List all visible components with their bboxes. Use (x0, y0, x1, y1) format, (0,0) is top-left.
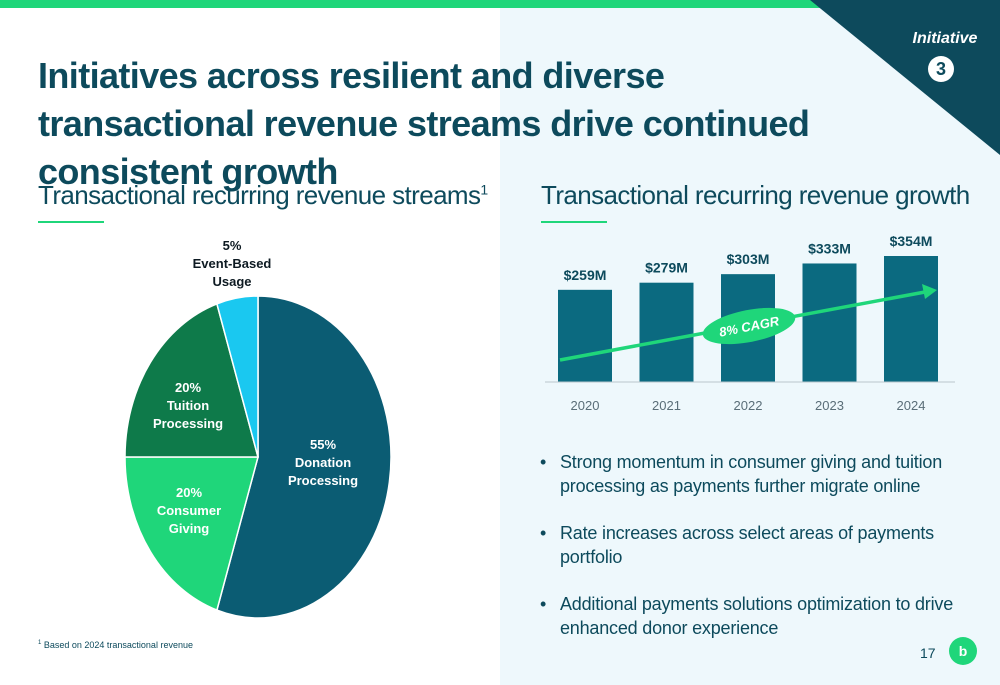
bullet-item: Additional payments solutions optimizati… (540, 592, 980, 640)
initiative-label: Initiative (912, 30, 978, 47)
initiative-number-badge: 3 (928, 56, 954, 82)
pie-chart: 55% Donation Processing 20% Consumer Giving 20… (124, 238, 392, 619)
pie-slice (124, 302, 259, 458)
footnote-text: Based on 2024 transactional revenue (43, 640, 193, 650)
footnote: 1 Based on 2024 transactional revenue (38, 640, 193, 650)
page-title: Initiatives across resilient and diverse… (38, 55, 810, 192)
footnote-marker: 1 (38, 640, 42, 646)
bullet-item: Strong momentum in consumer giving and t… (540, 450, 980, 498)
pie-slice (216, 295, 259, 458)
pie-slice (124, 456, 259, 612)
corner-triangle (810, 0, 1000, 155)
page-number: 17 (920, 645, 936, 661)
top-accent-bar (0, 0, 1000, 8)
right-title-underline (541, 221, 607, 223)
left-title-underline (38, 221, 104, 223)
pie-slice-label: 5% Event-Based Usage (193, 238, 272, 289)
bullet-item: Rate increases across select areas of pa… (540, 521, 980, 569)
left-section-title-text: Transactional recurring revenue streams (38, 180, 481, 210)
footnote-marker: 1 (480, 181, 488, 198)
right-section-title: Transactional recurring revenue growth (541, 180, 970, 210)
pie-slice-label: 20% Tuition Processing (153, 380, 223, 431)
left-section-title: Transactional recurring revenue streams1 (38, 180, 488, 211)
brand-logo-icon: b (949, 637, 977, 665)
pie-slice-label: 55% Donation Processing (288, 437, 358, 488)
bullet-list: Strong momentum in consumer giving and t… (540, 450, 980, 663)
pie-slice-label: 20% Consumer Giving (157, 485, 221, 536)
pie-slice (216, 295, 392, 619)
